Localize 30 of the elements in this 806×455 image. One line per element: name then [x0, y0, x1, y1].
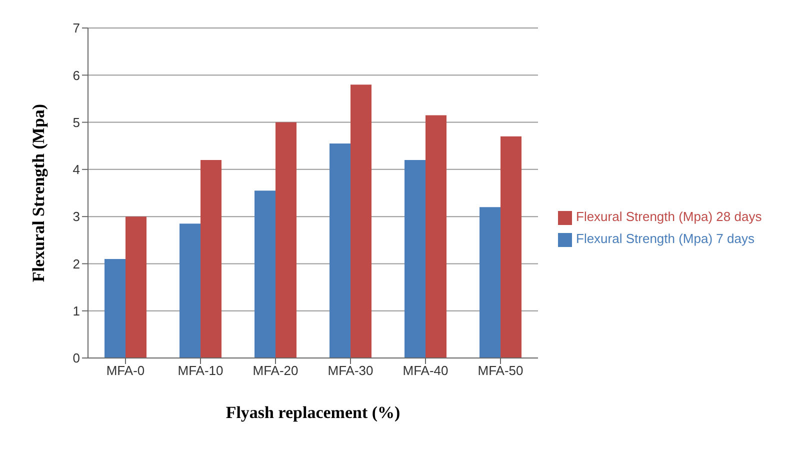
bar	[276, 122, 296, 358]
x-tick-label: MFA-40	[402, 363, 448, 378]
bar	[500, 136, 522, 358]
bar	[254, 190, 276, 358]
y-tick-label: 5	[72, 114, 80, 130]
x-tick-label: MFA-0	[106, 363, 145, 378]
y-axis-title: Flexural Strength (Mpa)	[29, 104, 48, 282]
bar	[180, 224, 200, 358]
bar	[480, 207, 500, 358]
legend-label: Flexural Strength (Mpa) 7 days	[576, 231, 754, 246]
bar	[426, 115, 446, 358]
bar	[126, 216, 146, 358]
y-tick-label: 3	[72, 209, 80, 224]
x-tick-label: MFA-20	[252, 363, 298, 378]
x-tick-label: MFA-30	[328, 363, 374, 378]
x-tick-label: MFA-50	[478, 363, 524, 378]
y-tick-label: 2	[72, 256, 80, 272]
x-axis-title: Flyash replacement (%)	[226, 403, 400, 422]
bar	[104, 259, 126, 358]
bar	[330, 144, 350, 358]
bar	[404, 160, 426, 358]
y-tick-label: 0	[72, 350, 80, 366]
legend-label: Flexural Strength (Mpa) 28 days	[576, 209, 762, 224]
x-tick-label: MFA-10	[178, 363, 224, 378]
y-tick-label: 7	[72, 20, 80, 36]
y-tick-label: 6	[72, 68, 80, 83]
bar	[200, 160, 222, 358]
bar	[350, 84, 372, 358]
y-tick-label: 4	[72, 162, 80, 178]
y-tick-label: 1	[72, 303, 80, 318]
